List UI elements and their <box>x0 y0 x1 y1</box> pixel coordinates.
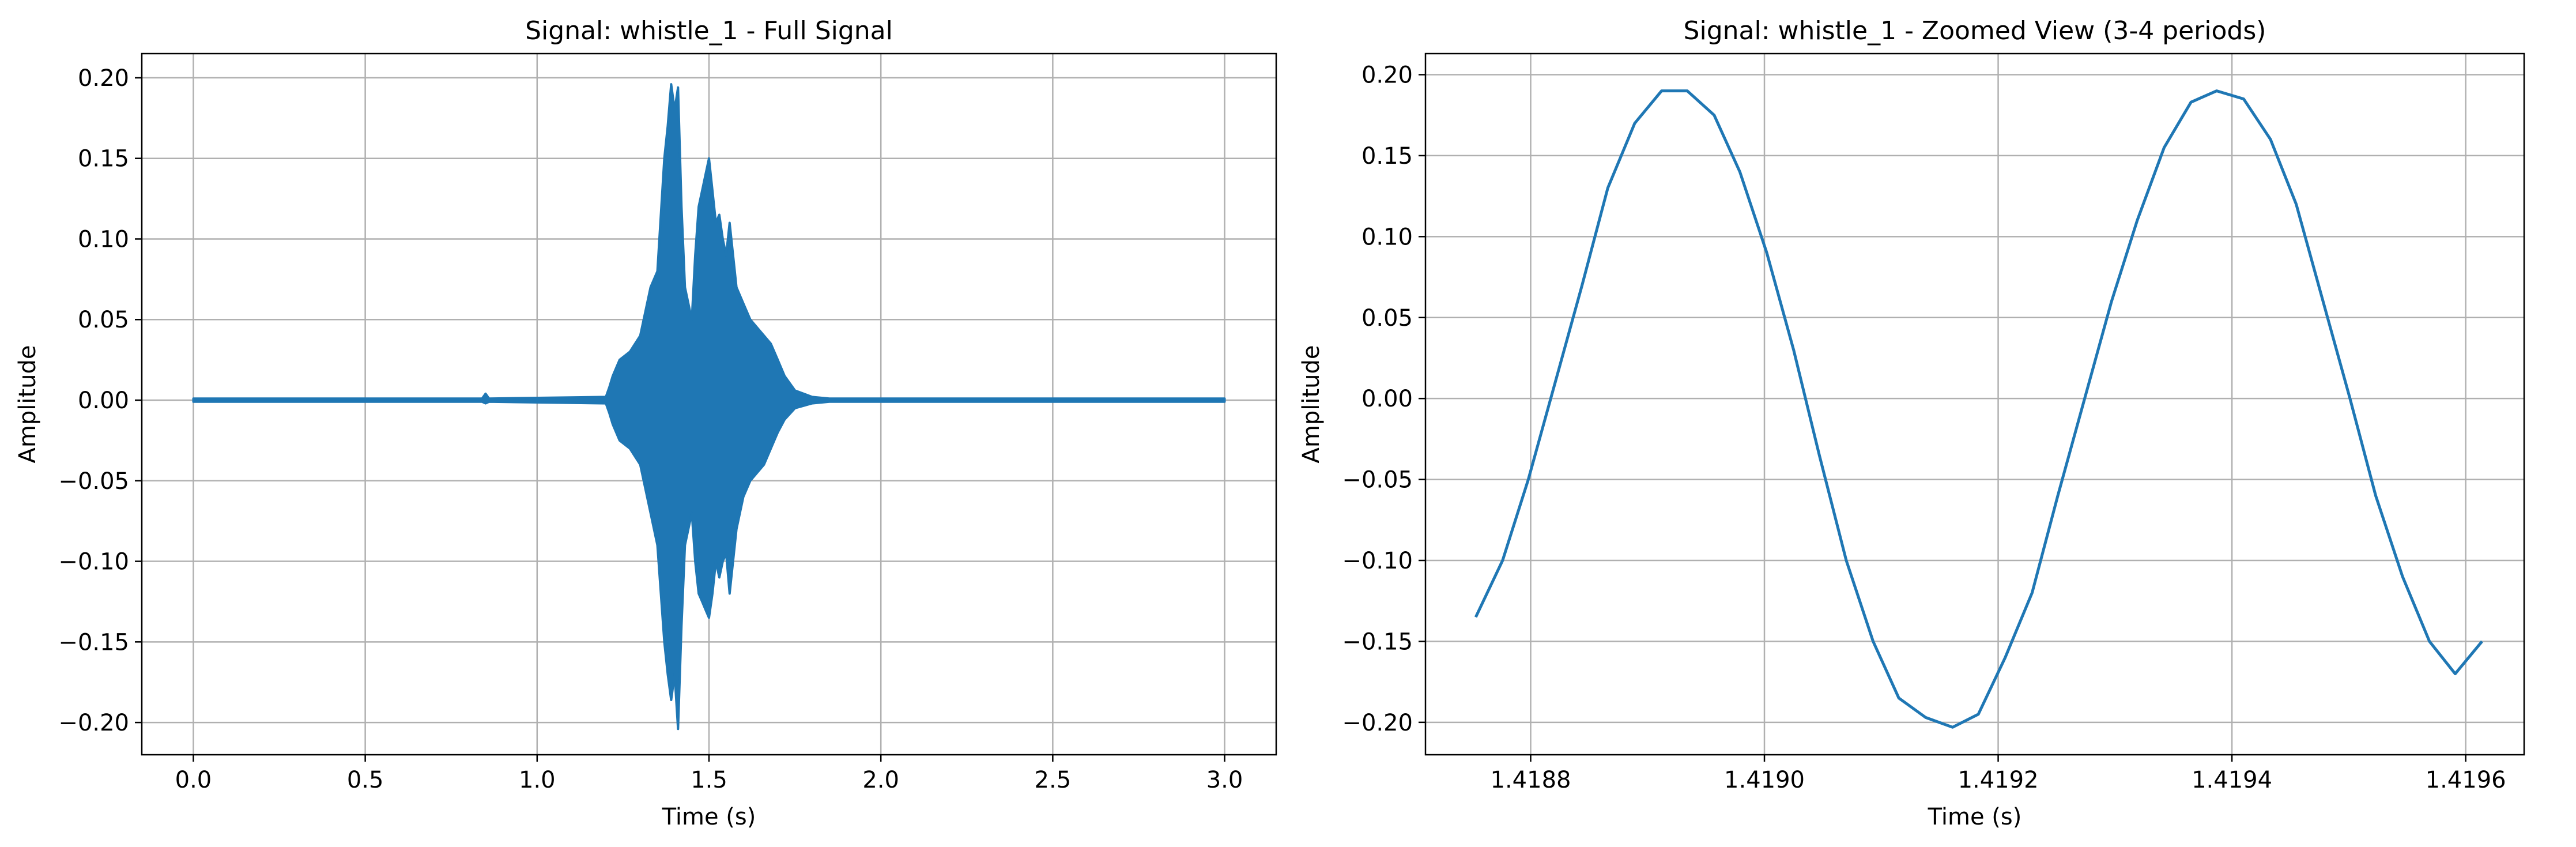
y-tick-label: 0.15 <box>1361 143 1413 170</box>
signal-waveform <box>192 83 1226 731</box>
x-tick-label: 1.0 <box>519 767 556 793</box>
data-point <box>2191 102 2192 103</box>
data-point <box>1793 349 1794 350</box>
x-tick-label: 1.4188 <box>1491 767 1571 793</box>
data-point <box>2349 398 2350 399</box>
y-tick-label: 0.20 <box>1361 62 1413 89</box>
y-tick-label: 0.10 <box>1361 224 1413 250</box>
data-point <box>2111 301 2112 302</box>
data-point <box>2084 398 2085 399</box>
x-axis-label: Time (s) <box>1928 804 2022 830</box>
y-axis-label: Amplitude <box>1298 345 1325 464</box>
y-tick-label: 0.10 <box>78 226 129 253</box>
data-point <box>1528 479 1529 480</box>
y-tick-label: −0.10 <box>58 549 129 575</box>
y-tick-label: 0.00 <box>78 387 129 414</box>
x-tick-label: 3.0 <box>1206 767 1243 793</box>
x-tick-label: 2.5 <box>1035 767 1072 793</box>
y-tick-label: −0.10 <box>1342 548 1413 574</box>
y-tick-label: −0.05 <box>58 468 129 495</box>
data-point <box>1819 455 1820 456</box>
chart-title: Signal: whistle_1 - Zoomed View (3-4 per… <box>1684 16 2266 46</box>
y-tick-label: −0.15 <box>58 629 129 656</box>
y-tick-label: 0.15 <box>78 146 129 172</box>
x-tick-label: 1.5 <box>691 767 727 793</box>
y-axis-label: Amplitude <box>14 345 41 464</box>
y-tick-label: −0.15 <box>1342 628 1413 655</box>
x-tick-label: 1.4190 <box>1724 767 1805 793</box>
y-tick-label: −0.05 <box>1342 467 1413 494</box>
data-point <box>2323 301 2324 302</box>
chart-1: 0.0 0.5 1.0 1.5 2.0 2.5 3.0 −0.20 −0.15 −0.10 −0.0… <box>14 16 1277 830</box>
y-tick-label: 0.05 <box>78 307 129 333</box>
plot-frame <box>1424 52 2525 756</box>
data-point <box>1952 727 1953 728</box>
x-tick-label: 1.4194 <box>2192 767 2272 793</box>
x-tick-label: 0.5 <box>347 767 384 793</box>
signal-line <box>1474 89 2483 729</box>
y-tick-label: 0.20 <box>78 65 129 92</box>
data-point <box>2429 641 2430 642</box>
data-point <box>2375 495 2376 496</box>
chart-title: Signal: whistle_1 - Full Signal <box>525 16 893 46</box>
data-point <box>1555 382 1556 383</box>
data-point <box>2057 495 2058 496</box>
y-tick-label: 0.05 <box>1361 305 1413 332</box>
data-point <box>1502 560 1503 561</box>
y-tick-label: −0.20 <box>58 710 129 736</box>
chart-2: 1.4188 1.4190 1.4192 1.4194 1.4196 −0.20 −0.15… <box>1298 16 2525 830</box>
data-point <box>2482 641 2483 642</box>
data-point <box>1925 717 1926 718</box>
x-tick-label: 1.4192 <box>1958 767 2039 793</box>
data-point <box>2455 673 2456 674</box>
x-axis-label: Time (s) <box>662 804 756 830</box>
y-tick-label: 0.00 <box>1361 386 1413 412</box>
x-tick-label: 1.4196 <box>2426 767 2506 793</box>
x-tick-label: 0.0 <box>175 767 212 793</box>
y-tick-label: −0.20 <box>1342 710 1413 736</box>
x-tick-label: 2.0 <box>862 767 899 793</box>
